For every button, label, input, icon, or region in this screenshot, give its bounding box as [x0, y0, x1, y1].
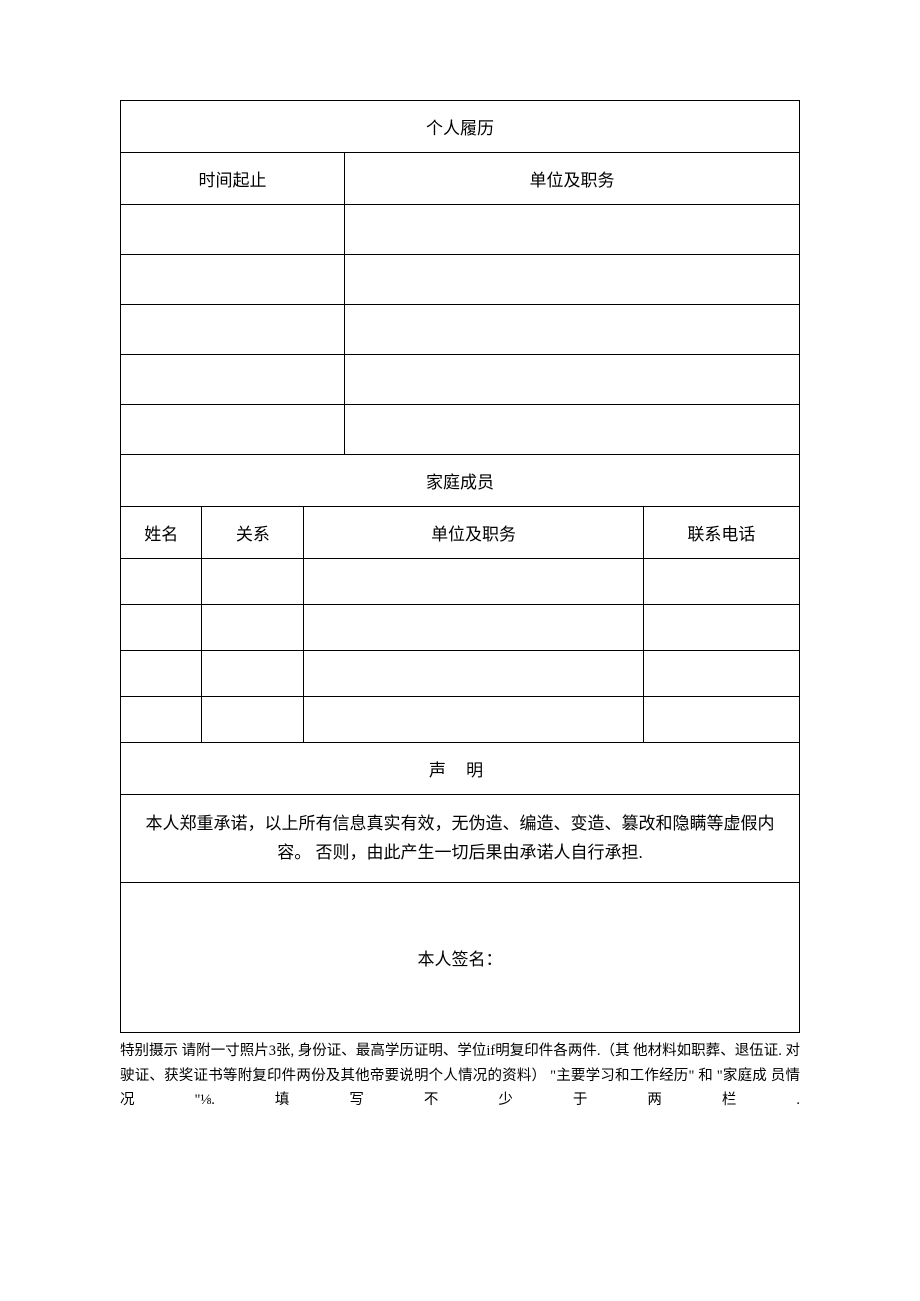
family-cell-unit[interactable]: [304, 651, 644, 697]
resume-row-unit[interactable]: [345, 255, 800, 305]
resume-col-time: 时间起止: [121, 153, 345, 205]
resume-row-time[interactable]: [121, 255, 345, 305]
resume-row-unit[interactable]: [345, 405, 800, 455]
family-cell-unit[interactable]: [304, 697, 644, 743]
resume-row-time[interactable]: [121, 305, 345, 355]
family-col-unit: 单位及职务: [304, 507, 644, 559]
resume-form-table: 个人履历 时间起止 单位及职务 家庭成员 姓名 关系 单位及职务 联系电话: [120, 100, 800, 1033]
notes-line-1: 特别摄示 请附一寸照片3张, 身份证、最高学历证明、学位if明复印件各两件.（其…: [120, 1043, 782, 1059]
family-cell-phone[interactable]: [643, 697, 799, 743]
family-cell-relation[interactable]: [202, 651, 304, 697]
family-cell-phone[interactable]: [643, 651, 799, 697]
family-col-phone: 联系电话: [643, 507, 799, 559]
declaration-title: 声 明: [121, 743, 800, 795]
family-cell-unit[interactable]: [304, 559, 644, 605]
family-col-name: 姓名: [121, 507, 202, 559]
resume-row-unit[interactable]: [345, 305, 800, 355]
resume-row-time[interactable]: [121, 205, 345, 255]
family-cell-unit[interactable]: [304, 605, 644, 651]
declaration-body: 本人郑重承诺，以上所有信息真实有效，无伪造、编造、变造、篡改和隐瞒等虚假内容。 …: [121, 795, 800, 883]
family-cell-name[interactable]: [121, 559, 202, 605]
family-cell-phone[interactable]: [643, 605, 799, 651]
resume-row-unit[interactable]: [345, 205, 800, 255]
family-cell-name[interactable]: [121, 697, 202, 743]
resume-row-unit[interactable]: [345, 355, 800, 405]
signature-label[interactable]: 本人签名：: [121, 883, 800, 1033]
family-cell-relation[interactable]: [202, 697, 304, 743]
resume-section-title: 个人履历: [121, 101, 800, 153]
family-section-title: 家庭成员: [121, 455, 800, 507]
family-cell-name[interactable]: [121, 651, 202, 697]
family-cell-relation[interactable]: [202, 559, 304, 605]
resume-row-time[interactable]: [121, 405, 345, 455]
footer-notes: 特别摄示 请附一寸照片3张, 身份证、最高学历证明、学位if明复印件各两件.（其…: [120, 1039, 800, 1113]
family-cell-relation[interactable]: [202, 605, 304, 651]
family-cell-phone[interactable]: [643, 559, 799, 605]
family-cell-name[interactable]: [121, 605, 202, 651]
resume-col-unit: 单位及职务: [345, 153, 800, 205]
family-col-relation: 关系: [202, 507, 304, 559]
resume-row-time[interactable]: [121, 355, 345, 405]
